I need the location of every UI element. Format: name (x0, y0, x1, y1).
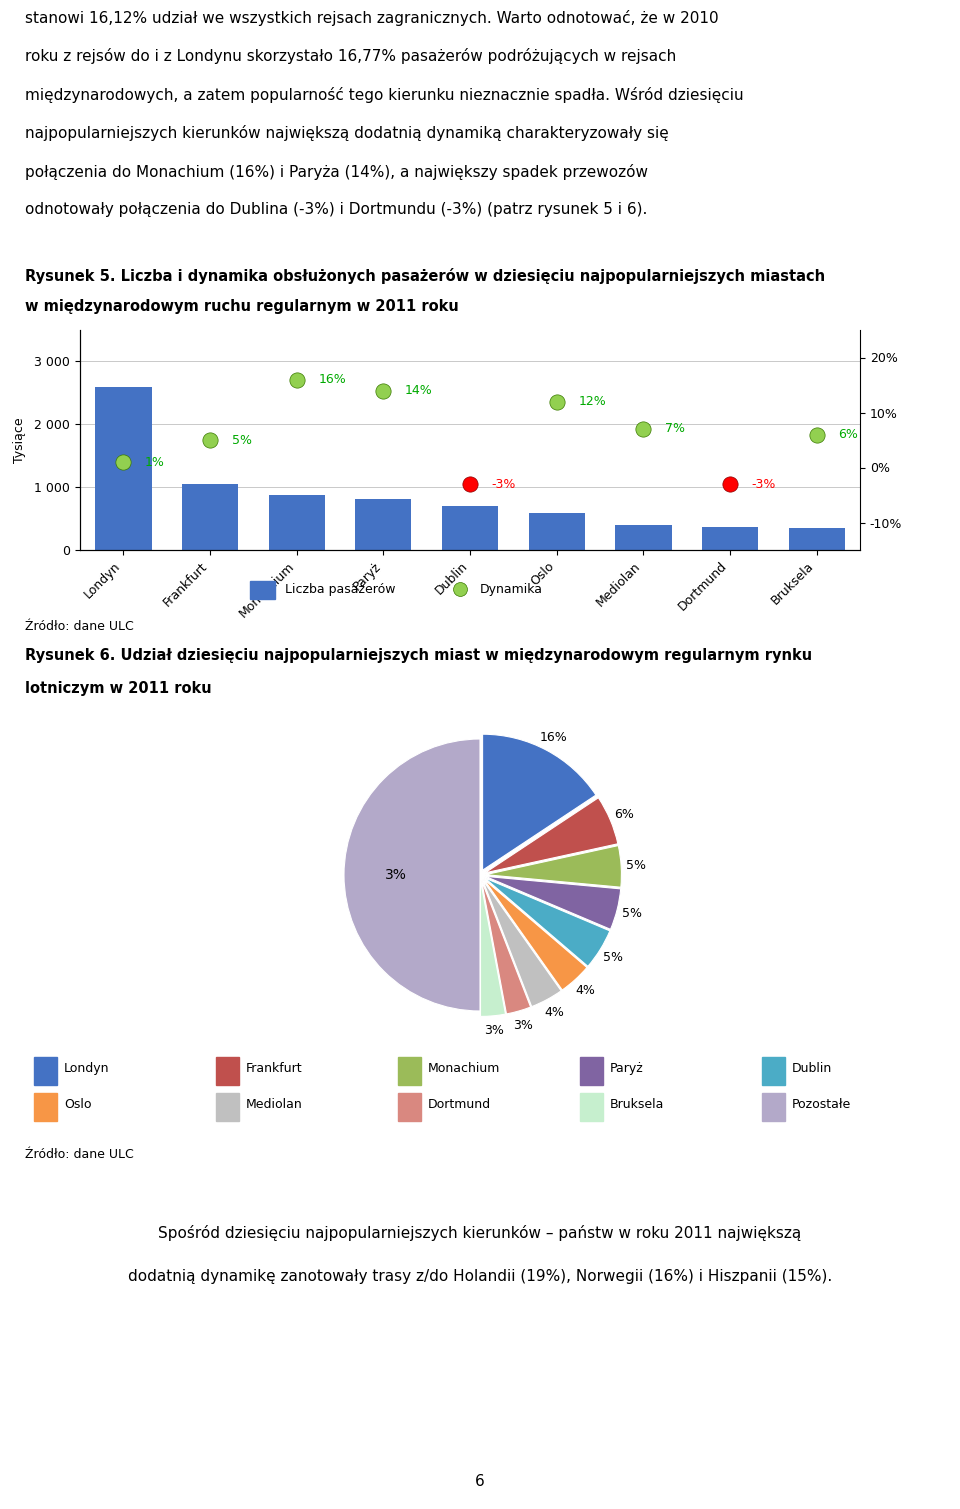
Wedge shape (485, 878, 610, 966)
Text: 6%: 6% (614, 807, 634, 821)
Bar (762, 1093, 785, 1121)
Text: -3%: -3% (492, 477, 516, 490)
Y-axis label: Tysiące: Tysiące (13, 416, 26, 463)
Text: 6%: 6% (838, 429, 858, 441)
Bar (442, 506, 498, 549)
Text: 5%: 5% (626, 859, 646, 872)
Bar (702, 527, 758, 549)
Text: 4%: 4% (544, 1007, 564, 1019)
Text: Monachium: Monachium (428, 1062, 500, 1074)
Text: Dortmund: Dortmund (428, 1099, 492, 1111)
Bar (615, 525, 671, 549)
Text: 16%: 16% (540, 730, 568, 744)
Text: Londyn: Londyn (64, 1062, 109, 1074)
Text: 3%: 3% (513, 1019, 533, 1032)
Wedge shape (483, 880, 562, 1007)
Text: Spośród dziesięciu najpopularniejszych kierunków – państw w roku 2011 największą: Spośród dziesięciu najpopularniejszych k… (158, 1225, 802, 1240)
Text: 5%: 5% (231, 433, 252, 447)
Wedge shape (482, 880, 531, 1014)
Text: 5%: 5% (622, 907, 641, 919)
Text: stanowi 16,12% udział we wszystkich rejsach zagranicznych. Warto odnotować, że w: stanowi 16,12% udział we wszystkich rejs… (25, 11, 719, 26)
Text: Paryż: Paryż (611, 1062, 644, 1074)
Text: 1%: 1% (145, 456, 165, 468)
Text: międzynarodowych, a zatem popularność tego kierunku nieznacznie spadła. Wśród dz: międzynarodowych, a zatem popularność te… (25, 88, 744, 103)
Text: odnotowały połączenia do Dublina (-3%) i Dortmundu (-3%) (patrz rysunek 5 i 6).: odnotowały połączenia do Dublina (-3%) i… (25, 202, 647, 217)
Bar (355, 499, 412, 549)
Text: 7%: 7% (665, 423, 685, 436)
Bar (788, 528, 845, 549)
Text: lotniczym w 2011 roku: lotniczym w 2011 roku (25, 681, 211, 696)
Text: 14%: 14% (405, 383, 433, 397)
Bar (216, 1056, 239, 1085)
Text: 3%: 3% (385, 868, 407, 881)
Bar (762, 1056, 785, 1085)
Text: 4%: 4% (575, 984, 595, 997)
Text: 3%: 3% (485, 1025, 504, 1037)
Text: Frankfurt: Frankfurt (246, 1062, 302, 1074)
Text: Bruksela: Bruksela (611, 1099, 664, 1111)
Wedge shape (486, 845, 621, 887)
Bar (529, 513, 585, 549)
Text: dodatnią dynamikę zanotowały trasy z/do Holandii (19%), Norwegii (16%) i Hiszpan: dodatnią dynamikę zanotowały trasy z/do … (128, 1269, 832, 1284)
Bar (580, 1056, 603, 1085)
Text: 16%: 16% (319, 373, 347, 386)
Wedge shape (483, 735, 596, 871)
Wedge shape (344, 739, 480, 1011)
Text: Pozostałe: Pozostałe (792, 1099, 852, 1111)
Text: -3%: -3% (752, 477, 776, 490)
Bar (269, 495, 324, 549)
Text: 12%: 12% (578, 395, 606, 407)
Text: połączenia do Monachium (16%) i Paryża (14%), a największy spadek przewozów: połączenia do Monachium (16%) i Paryża (… (25, 164, 648, 180)
Text: Liczba pasażerów: Liczba pasażerów (285, 582, 396, 596)
Text: Dynamika: Dynamika (480, 582, 543, 596)
Text: roku z rejsów do i z Londynu skorzystało 16,77% pasażerów podróżujących w rejsac: roku z rejsów do i z Londynu skorzystało… (25, 48, 676, 65)
Text: Rysunek 5. Liczba i dynamika obsłużonych pasażerów w dziesięciu najpopularniejsz: Rysunek 5. Liczba i dynamika obsłużonych… (25, 269, 826, 284)
Text: w międzynarodowym ruchu regularnym w 2011 roku: w międzynarodowym ruchu regularnym w 201… (25, 299, 459, 314)
Wedge shape (485, 877, 621, 930)
Bar (35, 1093, 57, 1121)
Bar (35, 1056, 57, 1085)
Text: Źródło: dane ULC: Źródło: dane ULC (25, 1147, 133, 1160)
Wedge shape (485, 798, 618, 872)
Bar (216, 1093, 239, 1121)
Text: najpopularniejszych kierunków największą dodatnią dynamiką charakteryzowały się: najpopularniejszych kierunków największą… (25, 125, 669, 142)
Bar (95, 386, 152, 549)
Bar (181, 484, 238, 549)
Text: Oslo: Oslo (64, 1099, 91, 1111)
Bar (398, 1093, 420, 1121)
Bar (250, 581, 275, 599)
Text: Dublin: Dublin (792, 1062, 832, 1074)
Text: Źródło: dane ULC: Źródło: dane ULC (25, 620, 133, 632)
Bar (398, 1056, 420, 1085)
Text: 6: 6 (475, 1474, 485, 1489)
Text: Rysunek 6. Udział dziesięciu najpopularniejszych miast w międzynarodowym regular: Rysunek 6. Udział dziesięciu najpopularn… (25, 647, 812, 662)
Text: Mediolan: Mediolan (246, 1099, 303, 1111)
Wedge shape (484, 880, 587, 990)
Bar (580, 1093, 603, 1121)
Wedge shape (481, 880, 506, 1017)
Text: 5%: 5% (603, 951, 623, 964)
